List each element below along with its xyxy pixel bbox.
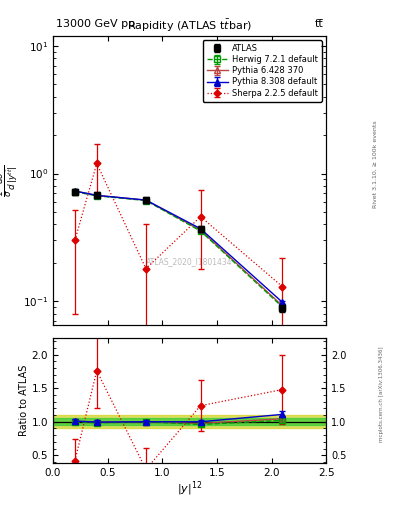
Legend: ATLAS, Herwig 7.2.1 default, Pythia 6.428 370, Pythia 8.308 default, Sherpa 2.2.: ATLAS, Herwig 7.2.1 default, Pythia 6.42… bbox=[203, 40, 322, 102]
Text: mcplots.cern.ch [arXiv:1306.3436]: mcplots.cern.ch [arXiv:1306.3436] bbox=[379, 347, 384, 442]
Y-axis label: $\frac{1}{\sigma}\frac{d\sigma}{d\,|y^{t\bar{t}}|}$: $\frac{1}{\sigma}\frac{d\sigma}{d\,|y^{t… bbox=[0, 164, 20, 197]
Text: tt̅: tt̅ bbox=[315, 18, 323, 29]
X-axis label: $|y|^{12}$: $|y|^{12}$ bbox=[177, 480, 202, 498]
Text: 13000 GeV pp: 13000 GeV pp bbox=[56, 18, 135, 29]
Bar bbox=[53, 418, 326, 425]
Text: ATLAS_2020_I1801434: ATLAS_2020_I1801434 bbox=[146, 257, 233, 266]
Y-axis label: Ratio to ATLAS: Ratio to ATLAS bbox=[19, 365, 29, 436]
Text: Rivet 3.1.10, ≥ 100k events: Rivet 3.1.10, ≥ 100k events bbox=[373, 120, 378, 208]
Bar bbox=[53, 415, 326, 428]
Title: Rapidity (ATLAS t$\bar{t}$bar): Rapidity (ATLAS t$\bar{t}$bar) bbox=[127, 18, 252, 34]
